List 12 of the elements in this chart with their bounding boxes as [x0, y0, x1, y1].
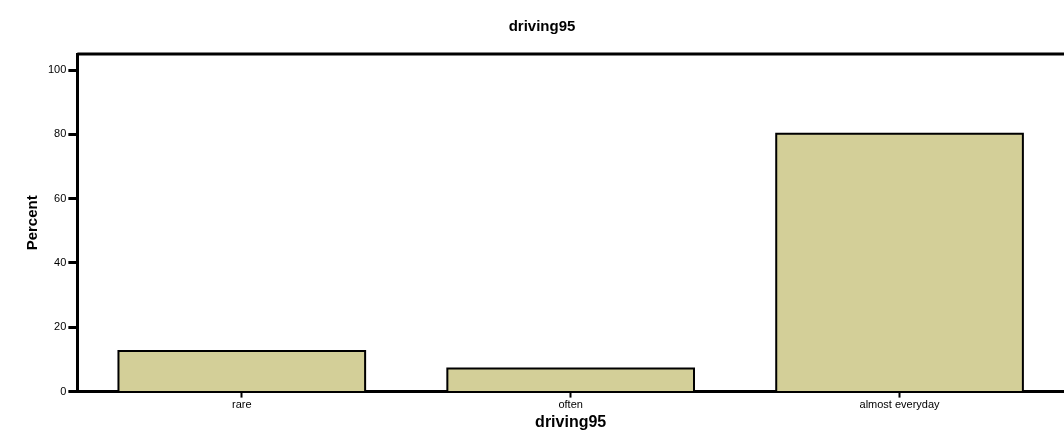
- y-axis-title: Percent: [23, 195, 41, 251]
- y-tick-label: 60: [54, 191, 67, 204]
- y-tick-label: 80: [54, 127, 67, 140]
- x-tick-label: almost everyday: [859, 398, 941, 411]
- y-tick-label: 20: [54, 320, 67, 333]
- x-tick-label: rare: [232, 398, 252, 411]
- x-tick-label: often: [558, 398, 583, 411]
- y-tick-label: 100: [47, 63, 67, 76]
- y-tick-label: 0: [60, 384, 67, 397]
- y-tick-label: 40: [54, 256, 67, 269]
- x-axis-title: driving95: [535, 412, 607, 430]
- chart-title: driving95: [508, 17, 576, 35]
